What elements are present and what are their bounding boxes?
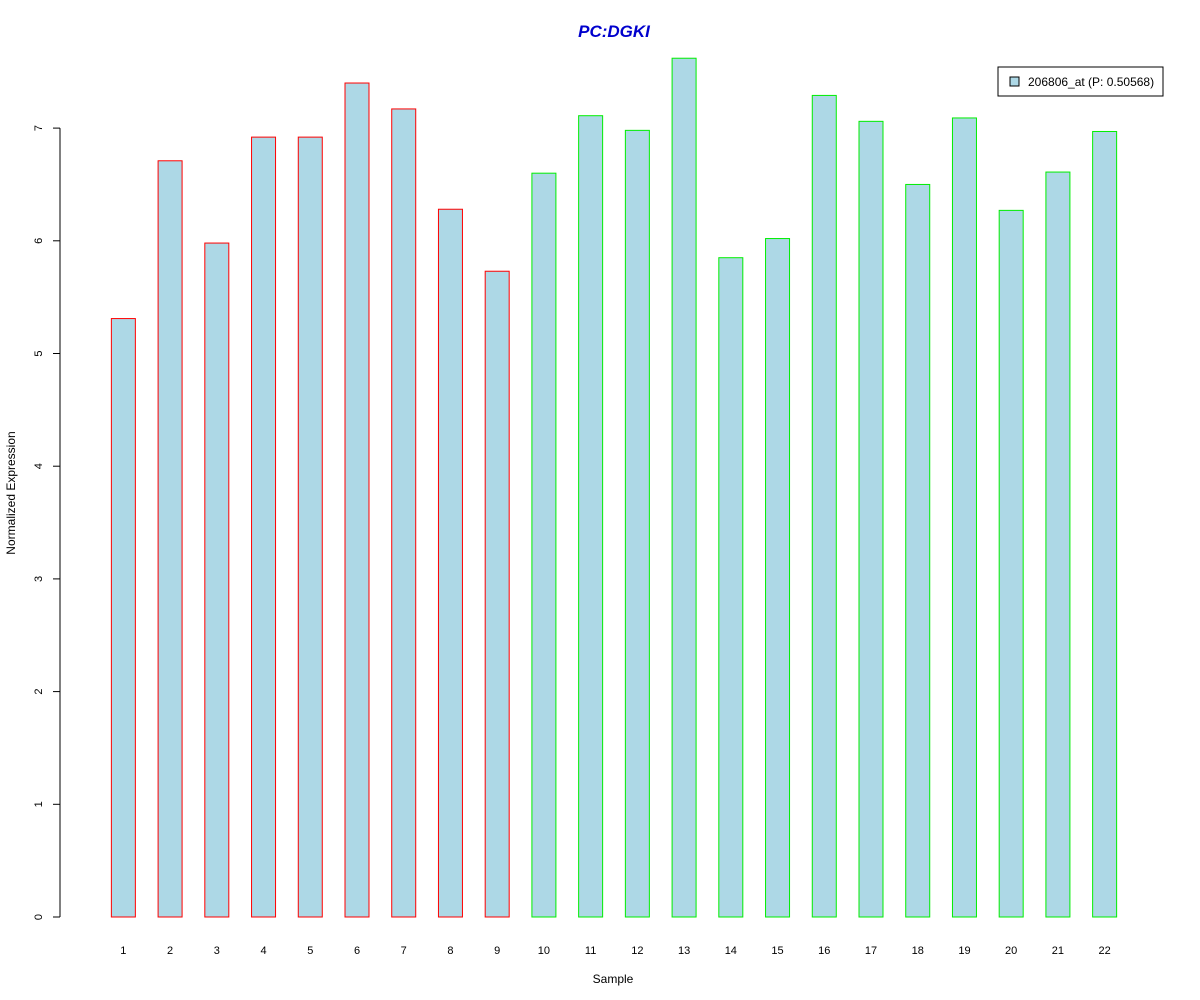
bar-sample-6 <box>344 82 370 918</box>
bar-sample-19 <box>951 117 977 918</box>
bar-sample-7 <box>391 108 417 918</box>
x-tick-label: 7 <box>401 945 407 957</box>
y-axis: 0 1 2 3 4 5 6 7 <box>33 125 61 920</box>
x-tick-label: 10 <box>538 945 550 957</box>
legend-label: 206806_at (P: 0.50568) <box>1028 75 1154 89</box>
x-tick-label: 5 <box>307 945 313 957</box>
y-tick-label: 4 <box>33 463 45 469</box>
chart-title: PC:DGKI <box>578 22 651 41</box>
x-tick-label: 22 <box>1099 945 1111 957</box>
bar-sample-9 <box>484 270 510 918</box>
bar-sample-12 <box>624 129 650 918</box>
x-tick-labels: 1 2 3 4 5 6 7 8 9 10 11 12 13 14 15 16 17 18 19 20 21 22 <box>120 945 1110 957</box>
x-tick-label: 21 <box>1052 945 1064 957</box>
legend-swatch <box>1009 76 1020 87</box>
bar-sample-3 <box>204 242 230 918</box>
x-tick-label: 4 <box>260 945 266 957</box>
bar-sample-2 <box>157 160 183 918</box>
x-tick-label: 19 <box>958 945 970 957</box>
bars-group <box>110 57 1118 918</box>
bar-sample-18 <box>905 183 931 918</box>
bar-sample-8 <box>437 208 463 918</box>
x-tick-label: 14 <box>725 945 737 957</box>
bar-sample-10 <box>531 172 557 918</box>
bar-sample-11 <box>578 115 604 918</box>
x-axis-label: Sample <box>593 972 634 986</box>
y-axis-label: Normalized Expression <box>4 431 18 554</box>
y-tick-label: 7 <box>33 125 45 131</box>
x-tick-label: 3 <box>214 945 220 957</box>
bar-sample-21 <box>1045 171 1071 918</box>
y-tick-label: 2 <box>33 689 45 695</box>
x-tick-label: 8 <box>447 945 453 957</box>
y-tick-label: 3 <box>33 576 45 582</box>
bar-sample-20 <box>998 209 1024 918</box>
x-tick-label: 1 <box>120 945 126 957</box>
bar-sample-16 <box>811 94 837 918</box>
x-tick-label: 16 <box>818 945 830 957</box>
x-tick-label: 6 <box>354 945 360 957</box>
x-tick-label: 11 <box>585 945 596 957</box>
y-tick-label: 1 <box>33 801 45 807</box>
bar-sample-17 <box>858 120 884 918</box>
x-tick-label: 9 <box>494 945 500 957</box>
bar-sample-4 <box>251 136 277 918</box>
bar-sample-5 <box>297 136 323 918</box>
bar-sample-13 <box>671 57 697 918</box>
x-tick-label: 17 <box>865 945 877 957</box>
y-tick-label: 5 <box>33 350 45 356</box>
x-tick-label: 18 <box>912 945 924 957</box>
bar-sample-15 <box>765 238 791 918</box>
legend: 206806_at (P: 0.50568) <box>997 66 1164 97</box>
bar-sample-1 <box>110 318 136 918</box>
x-tick-label: 15 <box>771 945 783 957</box>
y-tick-label: 6 <box>33 238 45 244</box>
x-tick-label: 20 <box>1005 945 1017 957</box>
y-tick-label: 0 <box>33 914 45 920</box>
bar-sample-14 <box>718 257 744 918</box>
x-tick-label: 12 <box>631 945 643 957</box>
x-tick-label: 13 <box>678 945 690 957</box>
bar-sample-22 <box>1092 130 1118 918</box>
legend-box <box>997 66 1164 97</box>
x-tick-label: 2 <box>167 945 173 957</box>
